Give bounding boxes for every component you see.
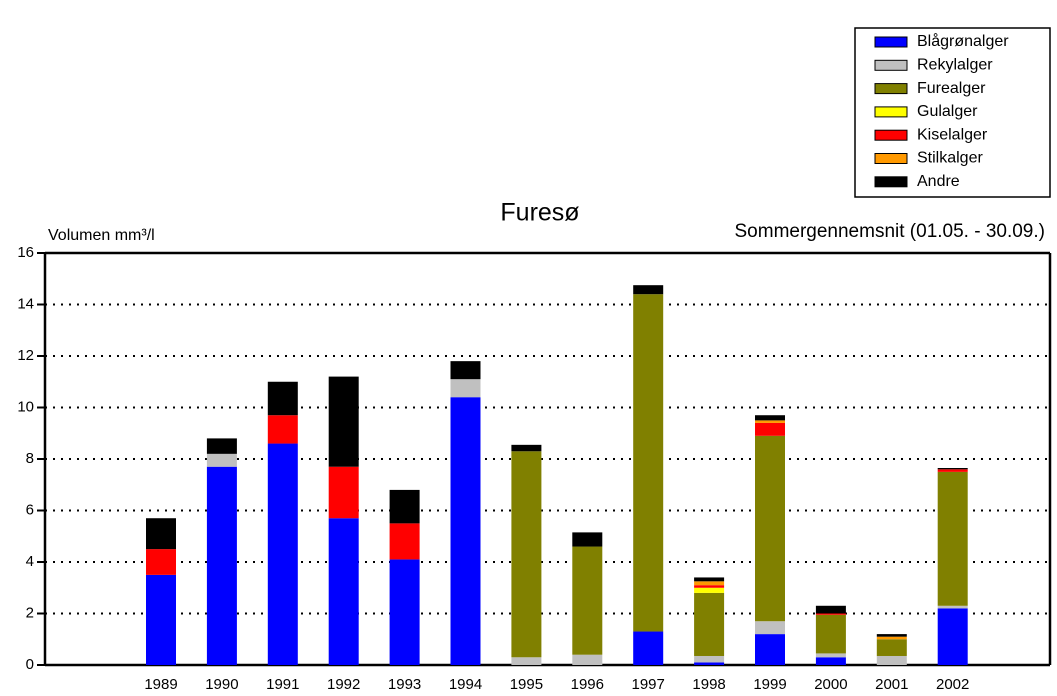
x-tick-label: 1994 bbox=[449, 676, 482, 691]
bar-segment bbox=[815, 605, 846, 614]
bar-segment bbox=[876, 639, 907, 656]
bar-segment bbox=[937, 471, 968, 606]
x-tick-label: 2002 bbox=[936, 676, 969, 691]
y-tick-label: 4 bbox=[26, 553, 34, 570]
y-tick-label: 8 bbox=[26, 450, 34, 467]
bar-segment bbox=[267, 443, 298, 665]
bar-segment bbox=[146, 518, 176, 550]
bar-segment bbox=[511, 451, 542, 658]
bar-segment bbox=[694, 655, 725, 663]
legend-label: Stilkalger bbox=[917, 150, 983, 167]
bar-segment bbox=[755, 621, 785, 635]
bar-segment bbox=[389, 489, 420, 524]
bar-segment bbox=[633, 285, 664, 295]
y-tick-label: 12 bbox=[17, 347, 34, 364]
legend-swatch bbox=[874, 59, 908, 71]
x-tick-label: 1996 bbox=[571, 676, 604, 691]
x-tick-label: 2001 bbox=[875, 676, 908, 691]
bar-segment bbox=[694, 585, 725, 588]
bar-segment bbox=[937, 608, 968, 665]
x-tick-label: 1995 bbox=[510, 676, 543, 691]
bar-segment bbox=[450, 361, 481, 380]
bar-segment bbox=[146, 574, 176, 665]
bar-segment bbox=[694, 577, 725, 582]
bar-segment bbox=[815, 653, 846, 658]
bar-segment bbox=[815, 657, 846, 665]
y-tick-label: 10 bbox=[17, 398, 34, 415]
bar-segment bbox=[755, 634, 785, 665]
bar-segment bbox=[755, 422, 785, 436]
bar-segment bbox=[815, 613, 846, 615]
bar-segment bbox=[755, 420, 785, 423]
bar-segment bbox=[876, 634, 907, 637]
bar-segment bbox=[876, 636, 907, 640]
y-tick-label: 6 bbox=[26, 501, 34, 518]
y-tick-label: 2 bbox=[26, 604, 34, 621]
bar-segment bbox=[937, 469, 968, 472]
bar-segment bbox=[815, 614, 846, 654]
x-tick-label: 2000 bbox=[814, 676, 847, 691]
bar-segment bbox=[389, 559, 420, 665]
bar-segment bbox=[511, 444, 542, 452]
bar-segment bbox=[511, 657, 542, 665]
x-tick-label: 1993 bbox=[388, 676, 421, 691]
legend-swatch bbox=[874, 106, 908, 118]
bar-segment bbox=[633, 631, 664, 665]
bar-segment bbox=[694, 592, 725, 656]
bar-segment bbox=[755, 435, 785, 622]
bar-segment bbox=[572, 546, 603, 655]
bar-segment bbox=[694, 581, 725, 586]
legend-label: Rekylalger bbox=[917, 57, 993, 74]
y-tick-label: 14 bbox=[17, 295, 34, 312]
y-tick-label: 16 bbox=[17, 244, 34, 261]
x-tick-label: 1992 bbox=[327, 676, 360, 691]
bar-segment bbox=[389, 523, 420, 560]
bar-segment bbox=[633, 294, 664, 632]
legend-swatch bbox=[874, 36, 908, 48]
legend-label: Andre bbox=[917, 173, 960, 190]
bar-segment bbox=[572, 532, 603, 547]
bar-segment bbox=[450, 379, 481, 398]
chart-title: Furesø bbox=[500, 199, 579, 227]
x-tick-label: 1999 bbox=[753, 676, 786, 691]
bar-segment bbox=[876, 655, 907, 665]
bar-segment bbox=[572, 654, 603, 665]
y-axis-label: Volumen mm³/l bbox=[48, 227, 155, 244]
x-tick-label: 1998 bbox=[692, 676, 725, 691]
y-tick-label: 0 bbox=[26, 656, 34, 673]
bar-segment bbox=[755, 415, 785, 421]
bar-segment bbox=[694, 662, 725, 665]
legend-swatch bbox=[874, 153, 908, 164]
bar-segment bbox=[328, 376, 359, 467]
legend-swatch bbox=[874, 129, 908, 141]
bar-segment bbox=[206, 466, 237, 665]
legend-swatch bbox=[874, 83, 908, 95]
bar-segment bbox=[267, 381, 298, 416]
legend-label: Blågrønalger bbox=[917, 32, 1009, 50]
bar-segment bbox=[328, 466, 359, 519]
legend-swatch bbox=[874, 176, 908, 188]
bar-segment bbox=[206, 453, 237, 467]
bar-segment bbox=[328, 518, 359, 665]
x-tick-label: 1989 bbox=[144, 676, 177, 691]
bar-segment bbox=[450, 397, 481, 665]
legend-label: Furealger bbox=[917, 80, 986, 97]
bar-segment bbox=[694, 587, 725, 593]
bar-segment bbox=[206, 438, 237, 454]
x-tick-label: 1990 bbox=[205, 676, 238, 691]
x-tick-label: 1991 bbox=[266, 676, 299, 691]
bar-segment bbox=[937, 468, 968, 470]
bar-segment bbox=[937, 605, 968, 609]
bar-segment bbox=[267, 415, 298, 444]
bar-segment bbox=[146, 549, 176, 575]
legend-label: Kiselalger bbox=[917, 126, 988, 143]
legend-label: Gulalger bbox=[917, 103, 978, 120]
x-tick-label: 1997 bbox=[632, 676, 665, 691]
chart-subtitle: Sommergennemsnit (01.05. - 30.09.) bbox=[735, 221, 1046, 242]
